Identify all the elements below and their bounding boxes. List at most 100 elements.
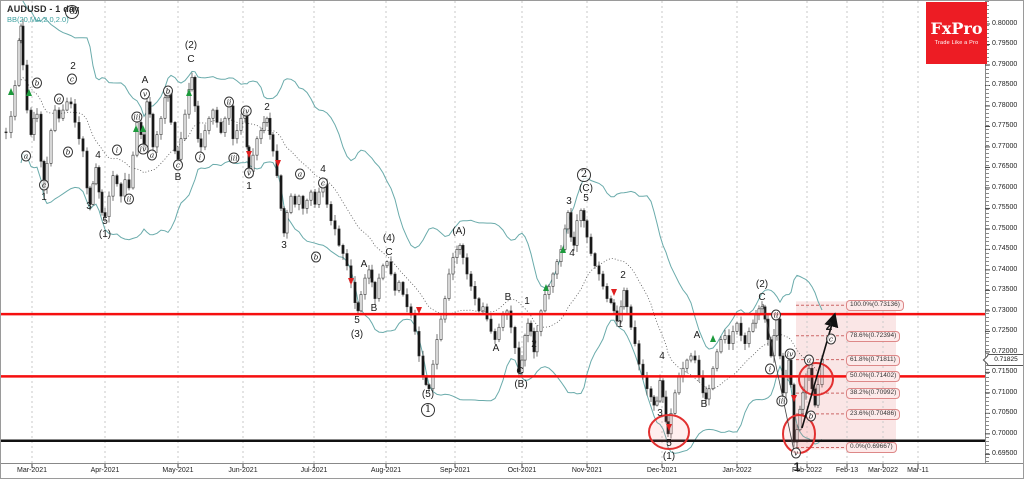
price-axis-minor-ticks — [986, 1, 989, 463]
time-axis-label: Sep-2021 — [439, 467, 471, 474]
wave-label-b: B — [700, 399, 708, 410]
price-axis-label: 0.77000 — [992, 142, 1018, 150]
time-axis-label: Jun-2021 — [228, 467, 258, 474]
buy-signal-icon — [133, 125, 139, 132]
buy-signal-icon — [186, 89, 192, 96]
time-axis-label: Aug-2021 — [370, 467, 402, 474]
wave-label-1: (1) — [662, 451, 676, 462]
wave-label-5: 5 — [354, 315, 360, 326]
sell-signal-icon — [246, 151, 252, 158]
sell-signal-icon — [611, 289, 617, 296]
wave-label-a: a — [147, 149, 157, 161]
wave-label-iv: iv — [240, 105, 252, 117]
wave-label-1: 1 — [246, 181, 252, 192]
wave-label-1: 1 — [793, 460, 801, 474]
price-axis-label: 0.73000 — [992, 306, 1018, 314]
wave-label-iii: iii — [228, 152, 240, 164]
sell-signal-icon — [275, 160, 281, 167]
price-axis-label: 0.76000 — [992, 183, 1018, 191]
price-axis-label: 0.78500 — [992, 81, 1018, 89]
wave-label-1: (1) — [98, 229, 112, 240]
wave-label-i: i — [112, 144, 122, 156]
wave-label-a: A — [492, 343, 500, 354]
wave-label-1: 1 — [41, 192, 47, 203]
symbol-title: AUDUSD - 1 day — [7, 4, 80, 14]
wave-label-2: 2 — [620, 270, 626, 281]
wave-label-2: 2 — [577, 168, 591, 182]
wave-label-5: 5 — [102, 216, 108, 227]
wave-label-0: 0 — [65, 5, 79, 19]
wave-label-c: C — [385, 247, 393, 258]
wave-label-1: 1 — [524, 296, 530, 307]
wave-label-b: b — [163, 85, 173, 97]
wave-label-a: a — [54, 93, 64, 105]
price-axis-label: 0.70000 — [992, 429, 1018, 437]
chart-header: AUDUSD - 1 day BB(20,MA,2.0,2.0) — [7, 4, 79, 24]
time-axis-label: Mar-11 — [907, 467, 929, 474]
fibonacci-level-label: 0.0%(0.69667) — [846, 442, 897, 454]
wave-label-iii: iii — [776, 395, 788, 407]
wave-label-v: v — [140, 88, 150, 100]
wave-label-4: 4 — [569, 248, 575, 259]
price-axis-label: 0.71500 — [992, 368, 1018, 376]
wave-label-b: b — [32, 77, 42, 89]
sell-signal-icon — [791, 395, 797, 402]
price-axis-label: 0.80000 — [992, 20, 1018, 27]
price-axis-label: 0.76500 — [992, 163, 1018, 171]
wave-label-2: (2) — [755, 279, 769, 290]
price-axis-label: 0.79000 — [992, 60, 1018, 68]
sell-signal-icon — [348, 278, 354, 285]
wave-label-a: a — [21, 150, 31, 162]
fibonacci-level-label: 23.6%(0.70486) — [846, 408, 901, 420]
wave-label-a: a — [295, 168, 305, 180]
wave-label-iv: iv — [137, 143, 149, 155]
wave-label-v: v — [791, 447, 801, 459]
wave-label-3: 3 — [566, 196, 572, 207]
time-axis-label: Oct-2021 — [507, 467, 537, 474]
buy-signal-icon — [543, 284, 549, 291]
wave-label-ii: ii — [224, 96, 234, 108]
fibonacci-level-label: 61.8%(0.71811) — [846, 354, 900, 366]
wave-label-5: 5 — [666, 438, 672, 449]
wave-label-2: 2 — [264, 102, 270, 113]
price-axis-label: 0.72000 — [992, 347, 1018, 355]
wave-label-3: 3 — [86, 201, 92, 212]
wave-label-b: B — [174, 172, 182, 183]
wave-label-c: c — [67, 73, 77, 85]
time-axis-label: Mar-2021 — [17, 467, 47, 474]
wave-label-ii: ii — [124, 193, 134, 205]
wave-label-3: (3) — [350, 329, 364, 340]
wave-label-3: 3 — [657, 408, 663, 419]
fxpro-logo-tagline: Trade Like a Pro — [934, 39, 979, 46]
time-axis-label: Feb-2022 — [792, 467, 822, 474]
time-axis-label: Mar-2022 — [868, 467, 898, 474]
wave-label-c: (C) — [579, 183, 593, 194]
price-axis-label: 0.75000 — [992, 224, 1018, 232]
wave-label-i: i — [765, 363, 775, 375]
price-axis-label: 0.71000 — [992, 388, 1018, 396]
wave-label-i: i — [195, 151, 205, 163]
wave-label-4: 4 — [659, 351, 665, 362]
wave-label-c: C — [187, 54, 195, 65]
price-axis-label: 0.74500 — [992, 245, 1018, 253]
time-axis-label: Dec-2021 — [646, 467, 678, 474]
wave-label-4: (4) — [382, 233, 396, 244]
sell-signal-icon — [666, 424, 672, 431]
time-axis-label: Apr-2021 — [90, 467, 120, 474]
price-axis-label: 0.78000 — [992, 101, 1018, 109]
wave-label-2: 2 — [825, 319, 833, 333]
wave-label-iv: iv — [784, 348, 796, 360]
current-price-tag: 0.71825 — [987, 354, 1023, 367]
buy-signal-icon — [710, 335, 716, 342]
wave-label-b: b — [311, 251, 321, 263]
wave-label-a: A — [693, 330, 701, 341]
wave-label-a: A — [360, 259, 368, 270]
wave-label-ii: ii — [771, 309, 781, 321]
wave-label-2: 2 — [531, 339, 537, 350]
wave-label-1: 1 — [421, 403, 435, 417]
time-axis-label: Feb-13 — [835, 467, 859, 474]
price-axis-label: 0.69500 — [992, 450, 1018, 458]
wave-label-v: v — [244, 167, 254, 179]
